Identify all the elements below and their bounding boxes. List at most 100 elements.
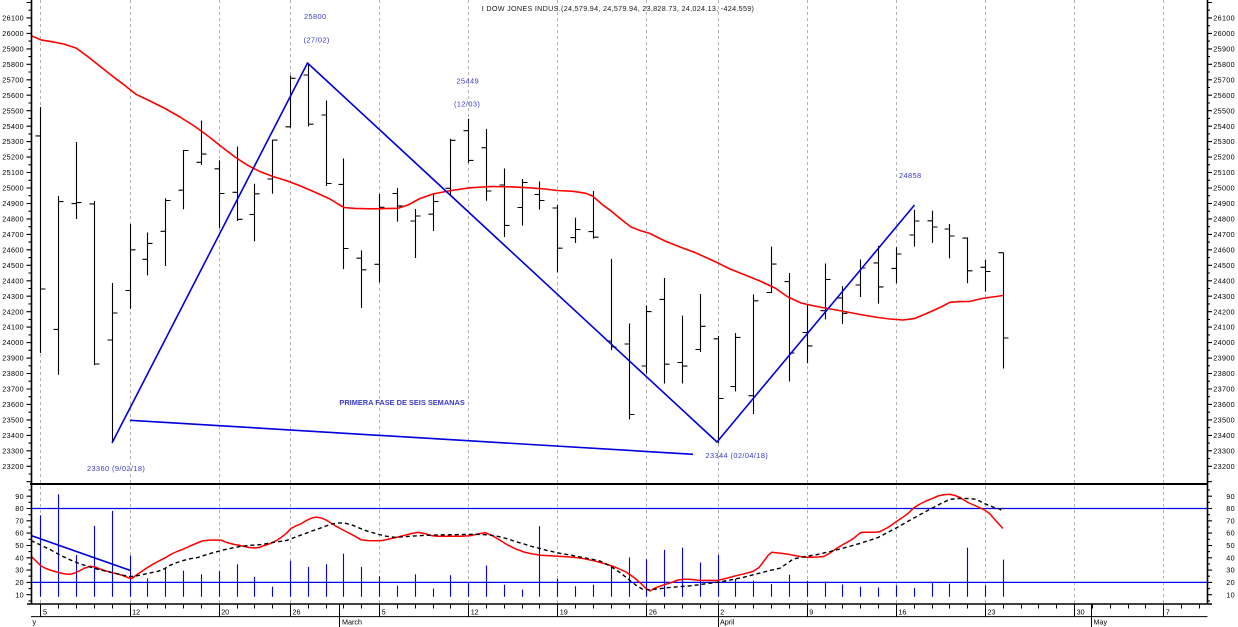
svg-text:25900: 25900	[1213, 45, 1235, 54]
svg-text:25800: 25800	[304, 12, 327, 21]
svg-text:23344 (02/04/18): 23344 (02/04/18)	[706, 451, 769, 460]
svg-text:12: 12	[132, 608, 140, 617]
svg-text:25300: 25300	[1213, 137, 1235, 146]
svg-text:24700: 24700	[1213, 230, 1235, 239]
svg-text:26100: 26100	[2, 14, 24, 23]
svg-text:24100: 24100	[1213, 323, 1235, 332]
svg-text:25100: 25100	[1213, 168, 1235, 177]
svg-text:25900: 25900	[2, 45, 24, 54]
svg-text:50: 50	[15, 541, 24, 550]
svg-text:23500: 23500	[2, 416, 24, 425]
svg-text:25000: 25000	[2, 184, 24, 193]
svg-text:25100: 25100	[2, 168, 24, 177]
svg-text:24000: 24000	[1213, 338, 1235, 347]
svg-text:February: February	[7, 618, 36, 627]
svg-text:24800: 24800	[1213, 215, 1235, 224]
svg-text:23400: 23400	[1213, 431, 1235, 440]
svg-text:25449: 25449	[457, 76, 480, 85]
svg-text:20: 20	[15, 578, 24, 587]
svg-text:23900: 23900	[2, 354, 24, 363]
svg-text:23200: 23200	[2, 462, 24, 471]
svg-text:26: 26	[293, 608, 301, 617]
svg-text:24000: 24000	[2, 338, 24, 347]
svg-text:9: 9	[809, 608, 813, 617]
svg-text:80: 80	[1226, 504, 1235, 513]
svg-text:24858: 24858	[899, 171, 922, 180]
svg-text:30: 30	[1226, 566, 1235, 575]
svg-text:10: 10	[15, 590, 24, 599]
svg-text:40: 40	[1226, 553, 1235, 562]
svg-text:25600: 25600	[2, 91, 24, 100]
svg-text:24800: 24800	[2, 215, 24, 224]
svg-text:23800: 23800	[2, 369, 24, 378]
svg-text:25400: 25400	[2, 122, 24, 131]
svg-text:24200: 24200	[1213, 307, 1235, 316]
svg-text:25400: 25400	[1213, 122, 1235, 131]
svg-text:May: May	[1094, 618, 1108, 627]
svg-text:25300: 25300	[2, 137, 24, 146]
svg-text:24300: 24300	[2, 292, 24, 301]
svg-text:25200: 25200	[1213, 153, 1235, 162]
svg-text:90: 90	[1226, 492, 1235, 501]
svg-text:24300: 24300	[1213, 292, 1235, 301]
svg-text:I DOW JONES INDUS.(24,579.94,: I DOW JONES INDUS.(24,579.94, 24,579.94,…	[482, 4, 755, 13]
svg-text:23700: 23700	[1213, 385, 1235, 394]
svg-text:23800: 23800	[1213, 369, 1235, 378]
svg-text:80: 80	[15, 504, 24, 513]
svg-text:24400: 24400	[2, 276, 24, 285]
svg-text:23500: 23500	[1213, 416, 1235, 425]
svg-text:24900: 24900	[1213, 199, 1235, 208]
svg-text:30: 30	[1077, 608, 1085, 617]
svg-text:60: 60	[1226, 529, 1235, 538]
svg-text:12: 12	[471, 608, 479, 617]
svg-text:23600: 23600	[1213, 400, 1235, 409]
svg-text:60: 60	[15, 529, 24, 538]
svg-text:23600: 23600	[2, 400, 24, 409]
svg-text:23200: 23200	[1213, 462, 1235, 471]
svg-text:2: 2	[720, 608, 724, 617]
svg-text:23900: 23900	[1213, 354, 1235, 363]
svg-text:23300: 23300	[2, 446, 24, 455]
svg-text:25800: 25800	[2, 60, 24, 69]
svg-text:24500: 24500	[2, 261, 24, 270]
svg-text:April: April	[720, 618, 735, 627]
svg-text:90: 90	[15, 492, 24, 501]
svg-text:25200: 25200	[2, 153, 24, 162]
svg-text:20: 20	[1226, 578, 1235, 587]
svg-text:25700: 25700	[1213, 75, 1235, 84]
svg-text:24600: 24600	[1213, 245, 1235, 254]
svg-text:70: 70	[15, 516, 24, 525]
svg-text:40: 40	[15, 553, 24, 562]
svg-text:10: 10	[1226, 590, 1235, 599]
svg-text:26: 26	[649, 608, 657, 617]
svg-text:PRIMERA FASE DE SEIS SEMANAS: PRIMERA FASE DE SEIS SEMANAS	[339, 398, 464, 407]
svg-text:30: 30	[15, 566, 24, 575]
svg-text:24600: 24600	[2, 245, 24, 254]
svg-text:(27/02): (27/02)	[304, 35, 330, 44]
svg-text:7: 7	[1166, 608, 1170, 617]
svg-text:23300: 23300	[1213, 446, 1235, 455]
svg-text:24700: 24700	[2, 230, 24, 239]
svg-text:50: 50	[1226, 541, 1235, 550]
svg-text:23400: 23400	[2, 431, 24, 440]
svg-text:26000: 26000	[2, 29, 24, 38]
svg-text:24200: 24200	[2, 307, 24, 316]
svg-text:26000: 26000	[1213, 29, 1235, 38]
svg-text:70: 70	[1226, 516, 1235, 525]
svg-text:23360 (9/02/18): 23360 (9/02/18)	[87, 464, 145, 473]
svg-text:24400: 24400	[1213, 276, 1235, 285]
svg-text:25600: 25600	[1213, 91, 1235, 100]
svg-text:24900: 24900	[2, 199, 24, 208]
svg-text:5: 5	[43, 608, 47, 617]
svg-text:March: March	[342, 618, 362, 627]
svg-text:25800: 25800	[1213, 60, 1235, 69]
svg-text:23700: 23700	[2, 385, 24, 394]
svg-text:5: 5	[382, 608, 386, 617]
svg-text:24500: 24500	[1213, 261, 1235, 270]
svg-text:(12/03): (12/03)	[454, 99, 480, 108]
svg-text:25700: 25700	[2, 75, 24, 84]
svg-text:25000: 25000	[1213, 184, 1235, 193]
svg-text:24100: 24100	[2, 323, 24, 332]
svg-text:23: 23	[988, 608, 996, 617]
svg-text:25500: 25500	[2, 106, 24, 115]
